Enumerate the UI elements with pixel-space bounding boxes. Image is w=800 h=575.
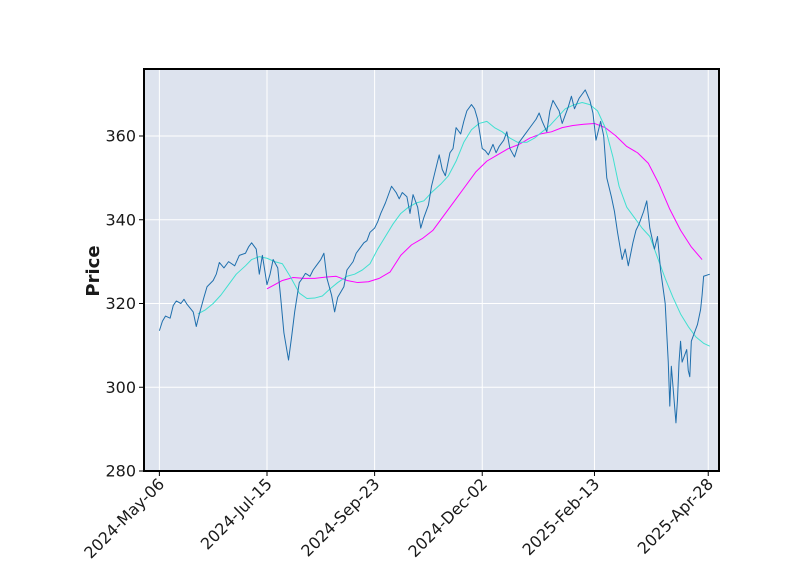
y-tick-label: 320 bbox=[105, 294, 136, 313]
x-tick-label: 2024-Sep-23 bbox=[297, 474, 383, 560]
series-line-ma-long bbox=[266, 122, 703, 290]
y-axis-label: Price bbox=[83, 245, 104, 296]
series-line-price bbox=[158, 89, 710, 424]
y-tick-label: 280 bbox=[105, 462, 136, 481]
x-tick-label: 2024-May-06 bbox=[80, 474, 168, 562]
grid-lines bbox=[144, 69, 719, 471]
x-tick-label: 2024-Dec-02 bbox=[404, 474, 491, 561]
x-tick-label: 2025-Apr-28 bbox=[634, 474, 717, 557]
y-tick-label: 340 bbox=[105, 210, 136, 229]
plot-background bbox=[144, 69, 719, 471]
axes-frame bbox=[143, 68, 720, 472]
series-line-ma-short bbox=[197, 102, 710, 347]
y-tick-label: 300 bbox=[105, 378, 136, 397]
x-tick-label: 2024-Jul-15 bbox=[197, 474, 276, 553]
series-lines bbox=[158, 89, 710, 424]
y-tick-label: 360 bbox=[105, 127, 136, 146]
x-tick-label: 2025-Feb-13 bbox=[518, 474, 603, 559]
